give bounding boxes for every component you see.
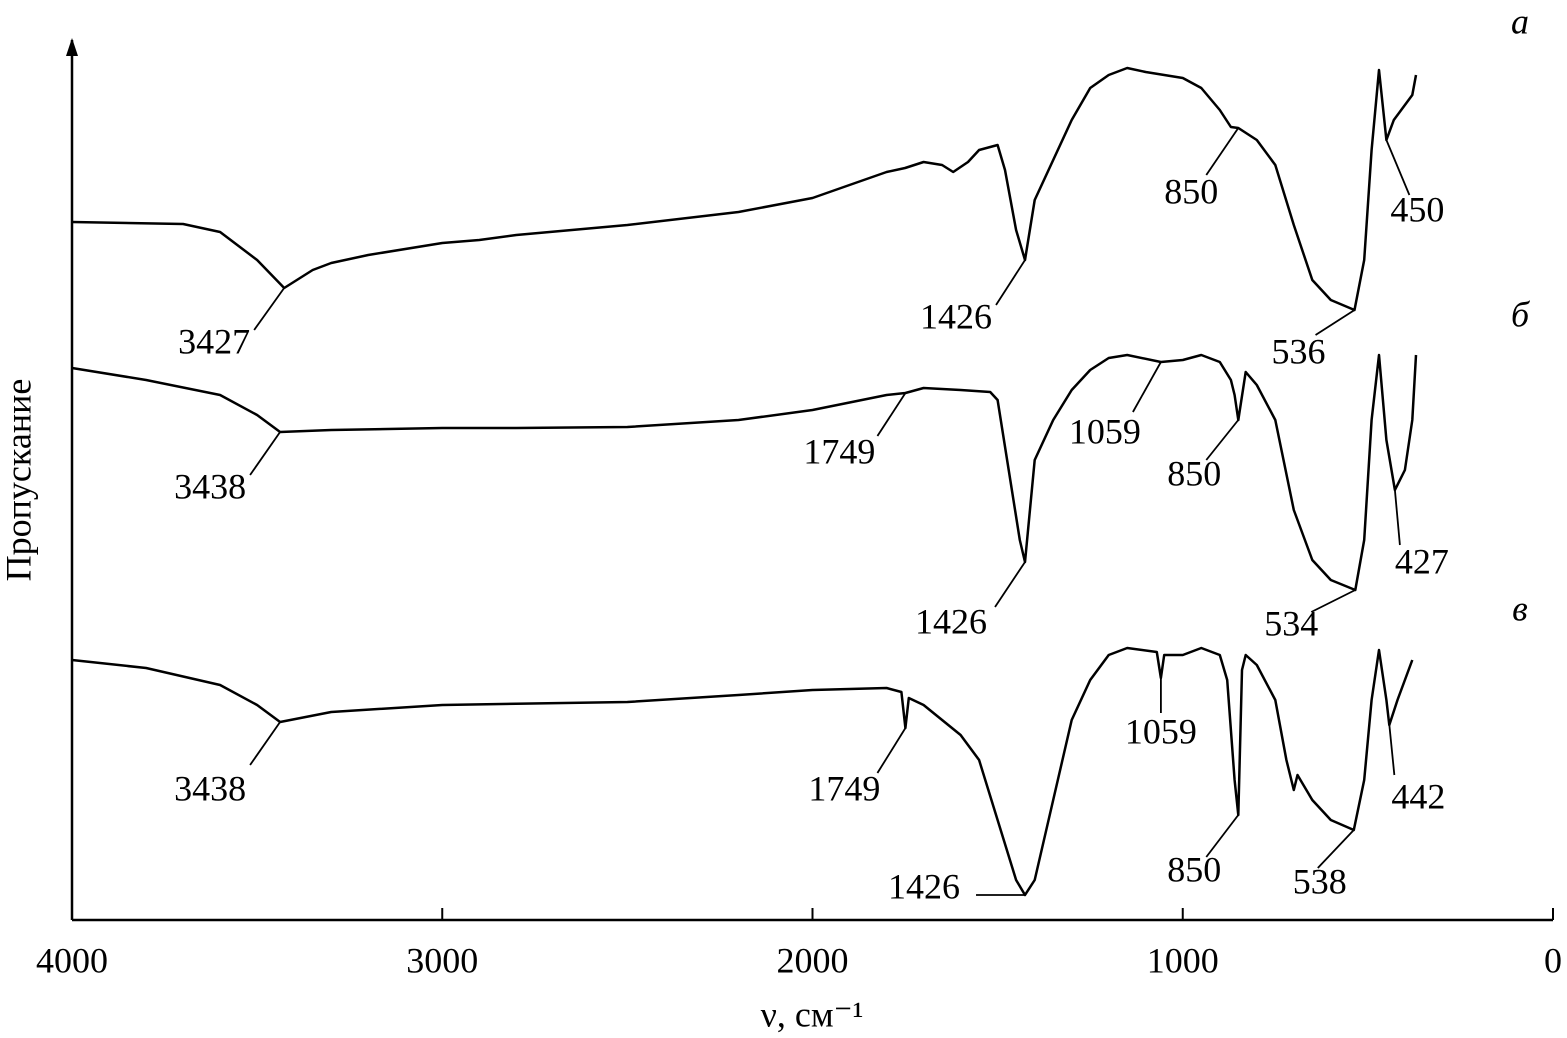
peak-label: 534: [1264, 603, 1318, 643]
peak-label: 1426: [888, 866, 960, 906]
peak-leader: [1388, 724, 1396, 776]
spectrum-line: [71, 66, 1418, 312]
peak-label: 1426: [915, 601, 987, 641]
series-name: а: [1511, 1, 1529, 41]
peak-leader: [249, 431, 281, 476]
peak-leader: [1317, 829, 1355, 869]
peak-label: 1749: [808, 768, 880, 808]
peak-label: 536: [1272, 331, 1326, 371]
peak-label: 3427: [178, 321, 250, 361]
peak-label: 3438: [174, 466, 246, 506]
spectrum-line: [71, 646, 1414, 897]
peak-label: 1749: [803, 431, 875, 471]
peak-leader: [1315, 309, 1356, 336]
peak-label: 3438: [174, 768, 246, 808]
peak-label: 450: [1390, 189, 1444, 229]
peak-label: 1426: [920, 296, 992, 336]
peak-label: 850: [1167, 849, 1221, 889]
peak-leader: [249, 721, 281, 766]
peak-leader: [1205, 419, 1239, 461]
peak-label: 850: [1167, 453, 1221, 493]
spectrum-line: [71, 353, 1418, 592]
peak-leader: [1394, 489, 1401, 546]
peak-label: 538: [1293, 861, 1347, 901]
peak-leader: [876, 727, 907, 774]
peak-leader: [1310, 589, 1356, 613]
x-tick-label: 3000: [406, 940, 478, 980]
peak-leader: [1205, 814, 1240, 858]
peak-leader: [1385, 139, 1411, 196]
peak-leader: [1205, 127, 1240, 176]
peak-label: 442: [1391, 776, 1445, 816]
peak-label: 1059: [1125, 711, 1197, 751]
y-axis-label: Пропускание: [0, 379, 38, 582]
peak-leader: [253, 287, 285, 331]
peak-leader: [1132, 361, 1162, 413]
x-tick-label: 2000: [777, 940, 849, 980]
peak-leader: [994, 561, 1026, 608]
x-tick-label: 0: [1544, 940, 1562, 980]
peak-leader: [876, 392, 907, 437]
peak-label: 1059: [1069, 411, 1141, 451]
peak-label: 850: [1164, 171, 1218, 211]
series-name: б: [1511, 294, 1531, 334]
peak-leader: [995, 259, 1026, 306]
x-tick-label: 4000: [36, 940, 108, 980]
x-axis-label: ν, см⁻¹: [761, 994, 864, 1034]
x-tick-label: 1000: [1147, 940, 1219, 980]
series-name: в: [1512, 588, 1528, 628]
peak-label: 427: [1395, 541, 1449, 581]
